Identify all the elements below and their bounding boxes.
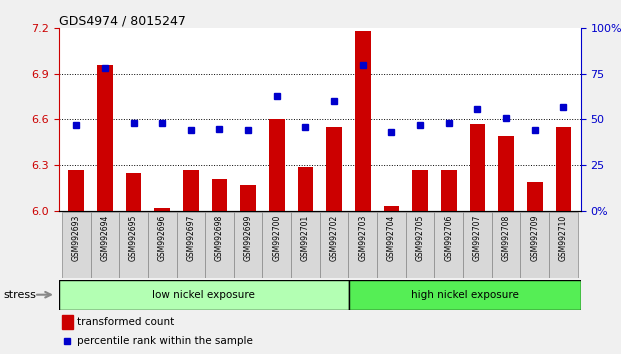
Bar	[326, 127, 342, 211]
Text: GSM992699: GSM992699	[243, 215, 253, 261]
Text: GSM992695: GSM992695	[129, 215, 138, 261]
Bar	[406, 212, 435, 278]
Text: GSM992697: GSM992697	[186, 215, 196, 261]
Bar	[148, 212, 176, 278]
Text: low nickel exposure: low nickel exposure	[153, 290, 255, 300]
Text: GSM992707: GSM992707	[473, 215, 482, 261]
Bar	[469, 124, 486, 211]
Text: GSM992694: GSM992694	[101, 215, 109, 261]
Bar	[297, 167, 314, 211]
Text: GSM992704: GSM992704	[387, 215, 396, 261]
Bar	[291, 212, 320, 278]
Bar	[498, 136, 514, 211]
Bar	[154, 207, 170, 211]
Bar	[463, 212, 492, 278]
Bar	[263, 212, 291, 278]
Text: transformed count: transformed count	[77, 318, 175, 327]
Bar	[435, 212, 463, 278]
Text: GSM992706: GSM992706	[444, 215, 453, 261]
Text: GSM992700: GSM992700	[273, 215, 281, 261]
Bar	[62, 212, 91, 278]
Text: GSM992698: GSM992698	[215, 215, 224, 261]
Bar	[355, 32, 371, 211]
Bar	[68, 170, 84, 211]
Bar	[125, 173, 142, 211]
Text: GSM992710: GSM992710	[559, 215, 568, 261]
Bar	[269, 120, 284, 211]
Text: GSM992705: GSM992705	[415, 215, 425, 261]
Text: GDS4974 / 8015247: GDS4974 / 8015247	[59, 14, 186, 27]
Bar	[205, 212, 234, 278]
Bar	[183, 170, 199, 211]
Bar	[176, 212, 205, 278]
Bar	[520, 212, 549, 278]
Bar	[492, 212, 520, 278]
Bar	[91, 212, 119, 278]
Text: high nickel exposure: high nickel exposure	[410, 290, 519, 300]
Bar	[234, 212, 263, 278]
Bar	[119, 212, 148, 278]
Text: GSM992703: GSM992703	[358, 215, 367, 261]
Bar	[61, 315, 73, 329]
Bar	[412, 170, 428, 211]
Bar	[240, 185, 256, 211]
Bar	[549, 212, 578, 278]
Bar	[384, 206, 399, 211]
Bar	[349, 280, 581, 310]
Bar	[59, 280, 349, 310]
Text: GSM992693: GSM992693	[71, 215, 81, 261]
Bar	[527, 182, 543, 211]
Text: GSM992709: GSM992709	[530, 215, 539, 261]
Bar	[212, 179, 227, 211]
Text: GSM992696: GSM992696	[158, 215, 166, 261]
Bar	[377, 212, 406, 278]
Text: percentile rank within the sample: percentile rank within the sample	[77, 336, 253, 346]
Text: GSM992701: GSM992701	[301, 215, 310, 261]
Bar	[97, 65, 113, 211]
Bar	[556, 127, 571, 211]
Text: GSM992708: GSM992708	[502, 215, 510, 261]
Bar	[320, 212, 348, 278]
Text: stress: stress	[3, 290, 36, 300]
Text: GSM992702: GSM992702	[330, 215, 338, 261]
Bar	[441, 170, 456, 211]
Bar	[348, 212, 377, 278]
